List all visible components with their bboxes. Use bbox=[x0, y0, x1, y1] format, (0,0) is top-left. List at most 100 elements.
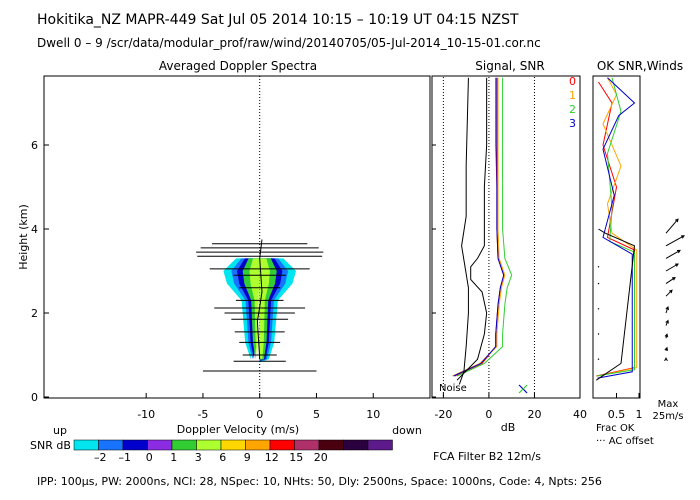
signal-series-5 bbox=[458, 77, 469, 385]
wind-arrow-5 bbox=[665, 289, 673, 297]
spectra-title: Averaged Doppler Spectra bbox=[159, 59, 317, 73]
snr-swatch-11 bbox=[343, 439, 369, 451]
ok-xtick-label-0.5: 0.5 bbox=[608, 408, 626, 421]
signal-xlabel: dB bbox=[501, 421, 516, 434]
signal-xtick-label-40: 40 bbox=[573, 408, 587, 421]
signal-xtick-label-20: 20 bbox=[527, 408, 541, 421]
snr-tick-5: 6 bbox=[219, 451, 226, 464]
snr-swatch-1 bbox=[98, 439, 124, 451]
ok-series-0 bbox=[596, 81, 635, 377]
snr-tick-7: 12 bbox=[265, 451, 279, 464]
spectra-ytick-label-0: 0 bbox=[31, 391, 38, 404]
ok-legend-3: 3 bbox=[569, 117, 576, 130]
ac-offset-label: ··· AC offset bbox=[596, 436, 654, 447]
snr-tick-0: –2 bbox=[94, 451, 107, 464]
wind-arrowhead-6 bbox=[671, 277, 676, 281]
ok-xtick-label-1: 1 bbox=[636, 408, 643, 421]
wind-arrowhead-9 bbox=[680, 235, 685, 239]
wind-arrowhead-4 bbox=[665, 306, 670, 311]
spectra-xtick-label-0: 0 bbox=[256, 408, 263, 421]
spectra-ytick-label-6: 6 bbox=[31, 139, 38, 152]
spectra-xtick-label--5: -5 bbox=[197, 408, 208, 421]
snr-swatch-10 bbox=[318, 439, 344, 451]
signal-frame bbox=[431, 75, 581, 399]
snr-tick-4: 3 bbox=[195, 451, 202, 464]
signal-plot: -20 0 20 40 bbox=[432, 77, 587, 421]
wind-arrowhead-10 bbox=[675, 218, 679, 223]
snr-swatch-3 bbox=[147, 439, 173, 451]
ok-title: OK SNR,Winds bbox=[597, 59, 683, 73]
wind-arrow-7 bbox=[665, 263, 679, 272]
snr-swatch-12 bbox=[367, 439, 393, 451]
snr-swatch-2 bbox=[122, 439, 148, 451]
wind-arrow-6 bbox=[665, 277, 676, 285]
snr-swatch-5 bbox=[196, 439, 222, 451]
wind-arrowhead-1 bbox=[664, 346, 669, 351]
ac-offset-dot-1 bbox=[597, 333, 600, 335]
wind-arrow-10 bbox=[665, 218, 679, 234]
down-label: down bbox=[392, 424, 422, 437]
signal-series-1 bbox=[452, 77, 506, 377]
noise-label: Noise bbox=[439, 383, 467, 394]
snr-tick-8: 15 bbox=[289, 451, 303, 464]
snr-swatch-0 bbox=[73, 439, 99, 451]
frac-ok-label: Frac OK bbox=[596, 423, 635, 434]
spectra-xtick-label--10: -10 bbox=[137, 408, 155, 421]
spectra-plot: -10 -5 0 5 10 0 2 4 6 bbox=[31, 76, 380, 421]
header-line1: Hokitika_NZ MAPR-449 Sat Jul 05 2014 10:… bbox=[37, 12, 519, 28]
snr-swatch-7 bbox=[245, 439, 271, 451]
ok-series-2 bbox=[596, 77, 635, 377]
wind-arrow-9 bbox=[665, 235, 685, 247]
spectra-xtick-label-10: 10 bbox=[366, 408, 380, 421]
max-label: Max bbox=[658, 399, 679, 410]
signal-series-2 bbox=[456, 77, 513, 377]
fca-filter: FCA Filter B2 12m/s bbox=[433, 450, 541, 463]
ac-offset-dot-2 bbox=[597, 308, 600, 310]
ok-legend-0: 0 bbox=[569, 75, 576, 88]
ac-offset-dot-0 bbox=[597, 358, 600, 360]
wind-arrow-8 bbox=[665, 249, 681, 259]
snr-tick-3: 1 bbox=[170, 451, 177, 464]
signal-marker-b bbox=[518, 384, 528, 394]
up-label: up bbox=[53, 424, 67, 437]
snr-tick-1: –1 bbox=[119, 451, 132, 464]
params-line: IPP: 100µs, PW: 2000ns, NCI: 28, NSpec: … bbox=[37, 475, 602, 488]
spectra-xlabel: Doppler Velocity (m/s) bbox=[177, 423, 299, 436]
spectra-frame bbox=[43, 75, 431, 399]
ok-series-1 bbox=[598, 77, 638, 377]
snr-swatch-4 bbox=[171, 439, 197, 451]
ok-legend-1: 1 bbox=[569, 89, 576, 102]
spectra-xtick-label-5: 5 bbox=[313, 408, 320, 421]
snr-tick-2: 0 bbox=[146, 451, 153, 464]
snr-swatch-9 bbox=[294, 439, 320, 451]
max-value: 25m/s bbox=[652, 411, 683, 422]
wind-arrow-4 bbox=[665, 306, 669, 314]
spectra-ylabel: Height (km) bbox=[17, 204, 30, 270]
ok-series-3 bbox=[597, 77, 636, 379]
wind-arrowhead-0 bbox=[664, 357, 668, 362]
spectra-ytick-label-2: 2 bbox=[31, 307, 38, 320]
ac-offset-dot-3 bbox=[597, 282, 600, 285]
snr-swatch-8 bbox=[269, 439, 295, 451]
signal-series-4 bbox=[456, 77, 488, 381]
snr-tick-6: 9 bbox=[244, 451, 251, 464]
wind-arrowhead-7 bbox=[674, 263, 679, 267]
signal-series-3 bbox=[453, 77, 505, 377]
mean-velocity-line bbox=[256, 239, 263, 360]
snr-tick-9: 20 bbox=[314, 451, 328, 464]
signal-xtick-label--20: -20 bbox=[434, 408, 452, 421]
ok-series-4 bbox=[595, 228, 636, 381]
wind-arrowhead-3 bbox=[665, 319, 669, 324]
signal-title: Signal, SNR bbox=[475, 59, 544, 73]
snr-color-bar: –2 –1 0 1 3 6 9 12 15 20 bbox=[73, 439, 393, 464]
ac-offset-dot-4 bbox=[597, 266, 600, 268]
snr-swatch-6 bbox=[220, 439, 246, 451]
ok-legend-2: 2 bbox=[569, 103, 576, 116]
snr-bar-label: SNR dB bbox=[30, 439, 71, 452]
signal-xtick-label-0: 0 bbox=[485, 408, 492, 421]
wind-arrowhead-8 bbox=[676, 249, 681, 254]
wind-arrowhead-5 bbox=[668, 289, 673, 294]
spectra-ytick-label-4: 4 bbox=[31, 223, 38, 236]
